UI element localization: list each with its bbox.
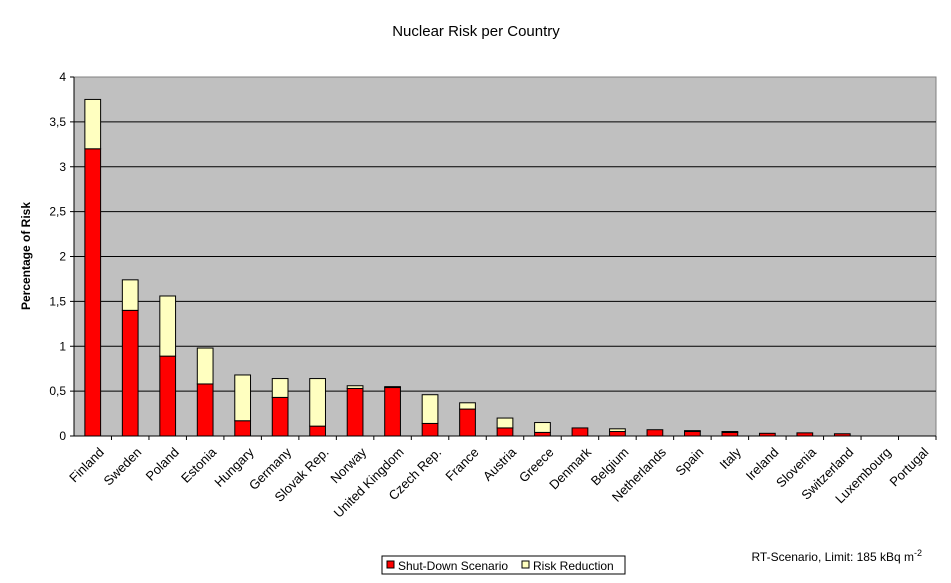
bar-shutdown: [609, 431, 626, 437]
bar-shutdown: [84, 148, 102, 437]
bar-shutdown: [684, 431, 701, 437]
bar-risk-reduction: [609, 428, 626, 433]
bar-shutdown: [234, 420, 252, 437]
bar-shutdown: [496, 427, 514, 437]
bar-shutdown: [159, 355, 177, 437]
y-tick-label: 2,5: [49, 205, 66, 219]
scenario-note-text: RT-Scenario, Limit: 185 kBq m: [751, 550, 914, 564]
bar-risk-reduction: [196, 347, 214, 385]
scenario-note: RT-Scenario, Limit: 185 kBq m-2: [751, 548, 922, 564]
bar-risk-reduction: [534, 422, 551, 433]
x-tick-label: France: [442, 445, 481, 484]
legend-label-shutdown: Shut-Down Scenario: [398, 559, 508, 573]
bar-shutdown: [646, 429, 664, 437]
bar-shutdown: [571, 427, 589, 437]
x-tick-label: Italy: [717, 444, 745, 472]
y-tick-label: 1: [59, 339, 66, 353]
bar-risk-reduction: [496, 417, 514, 429]
x-tick-label: Poland: [143, 445, 182, 484]
bar-shutdown: [121, 309, 139, 437]
x-tick-label: Sweden: [101, 445, 145, 489]
y-tick-label: 4: [59, 70, 66, 84]
bar-risk-reduction: [346, 385, 364, 389]
bar-shutdown: [534, 431, 551, 437]
x-tick-label: Denmark: [546, 444, 594, 492]
scenario-note-superscript: -2: [914, 548, 922, 558]
bar-shutdown: [384, 387, 401, 437]
bar-shutdown: [271, 396, 289, 437]
x-axis-ticks: FinlandSwedenPolandEstoniaHungaryGermany…: [66, 436, 937, 521]
bar-risk-reduction: [721, 431, 739, 433]
bar-risk-reduction: [271, 378, 289, 398]
y-axis-ticks: 0 0,5 1 1,5 2 2,5 3 3,5 4: [49, 70, 74, 443]
chart-title: Nuclear Risk per Country: [392, 23, 560, 40]
legend-box: [381, 555, 626, 575]
legend-swatch-reduction: [521, 560, 530, 569]
bar-risk-reduction: [234, 374, 252, 422]
bar-risk-reduction: [421, 394, 439, 424]
x-tick-label: Spain: [672, 445, 706, 479]
bar-risk-reduction: [121, 279, 139, 311]
bars: [84, 98, 851, 437]
bar-shutdown: [309, 425, 326, 437]
bar-risk-reduction: [159, 295, 177, 357]
bar-risk-reduction: [309, 378, 326, 427]
y-tick-label: 3: [59, 160, 66, 174]
bar-shutdown: [346, 387, 364, 437]
bar-shutdown: [196, 383, 214, 437]
bar-shutdown: [459, 408, 476, 437]
gridlines: [74, 121, 936, 392]
bar-risk-reduction: [684, 430, 701, 433]
y-tick-label: 3,5: [49, 115, 66, 129]
x-tick-label: Austria: [480, 444, 520, 484]
bar-shutdown: [721, 431, 739, 437]
bar-risk-reduction: [84, 98, 102, 150]
x-tick-label: Portugal: [887, 444, 932, 489]
y-axis-label: Percentage of Risk: [19, 202, 33, 310]
y-tick-label: 2: [59, 250, 66, 264]
y-tick-label: 0,5: [49, 384, 66, 398]
legend-swatch-shutdown: [386, 560, 395, 569]
y-tick-label: 1,5: [49, 294, 66, 308]
y-tick-label: 0: [59, 429, 66, 443]
legend-label-reduction: Risk Reduction: [533, 559, 614, 573]
bar-risk-reduction: [384, 386, 401, 389]
legend: Shut-Down Scenario Risk Reduction: [381, 555, 626, 575]
bar-shutdown: [421, 422, 439, 437]
bar-risk-reduction: [459, 402, 476, 410]
